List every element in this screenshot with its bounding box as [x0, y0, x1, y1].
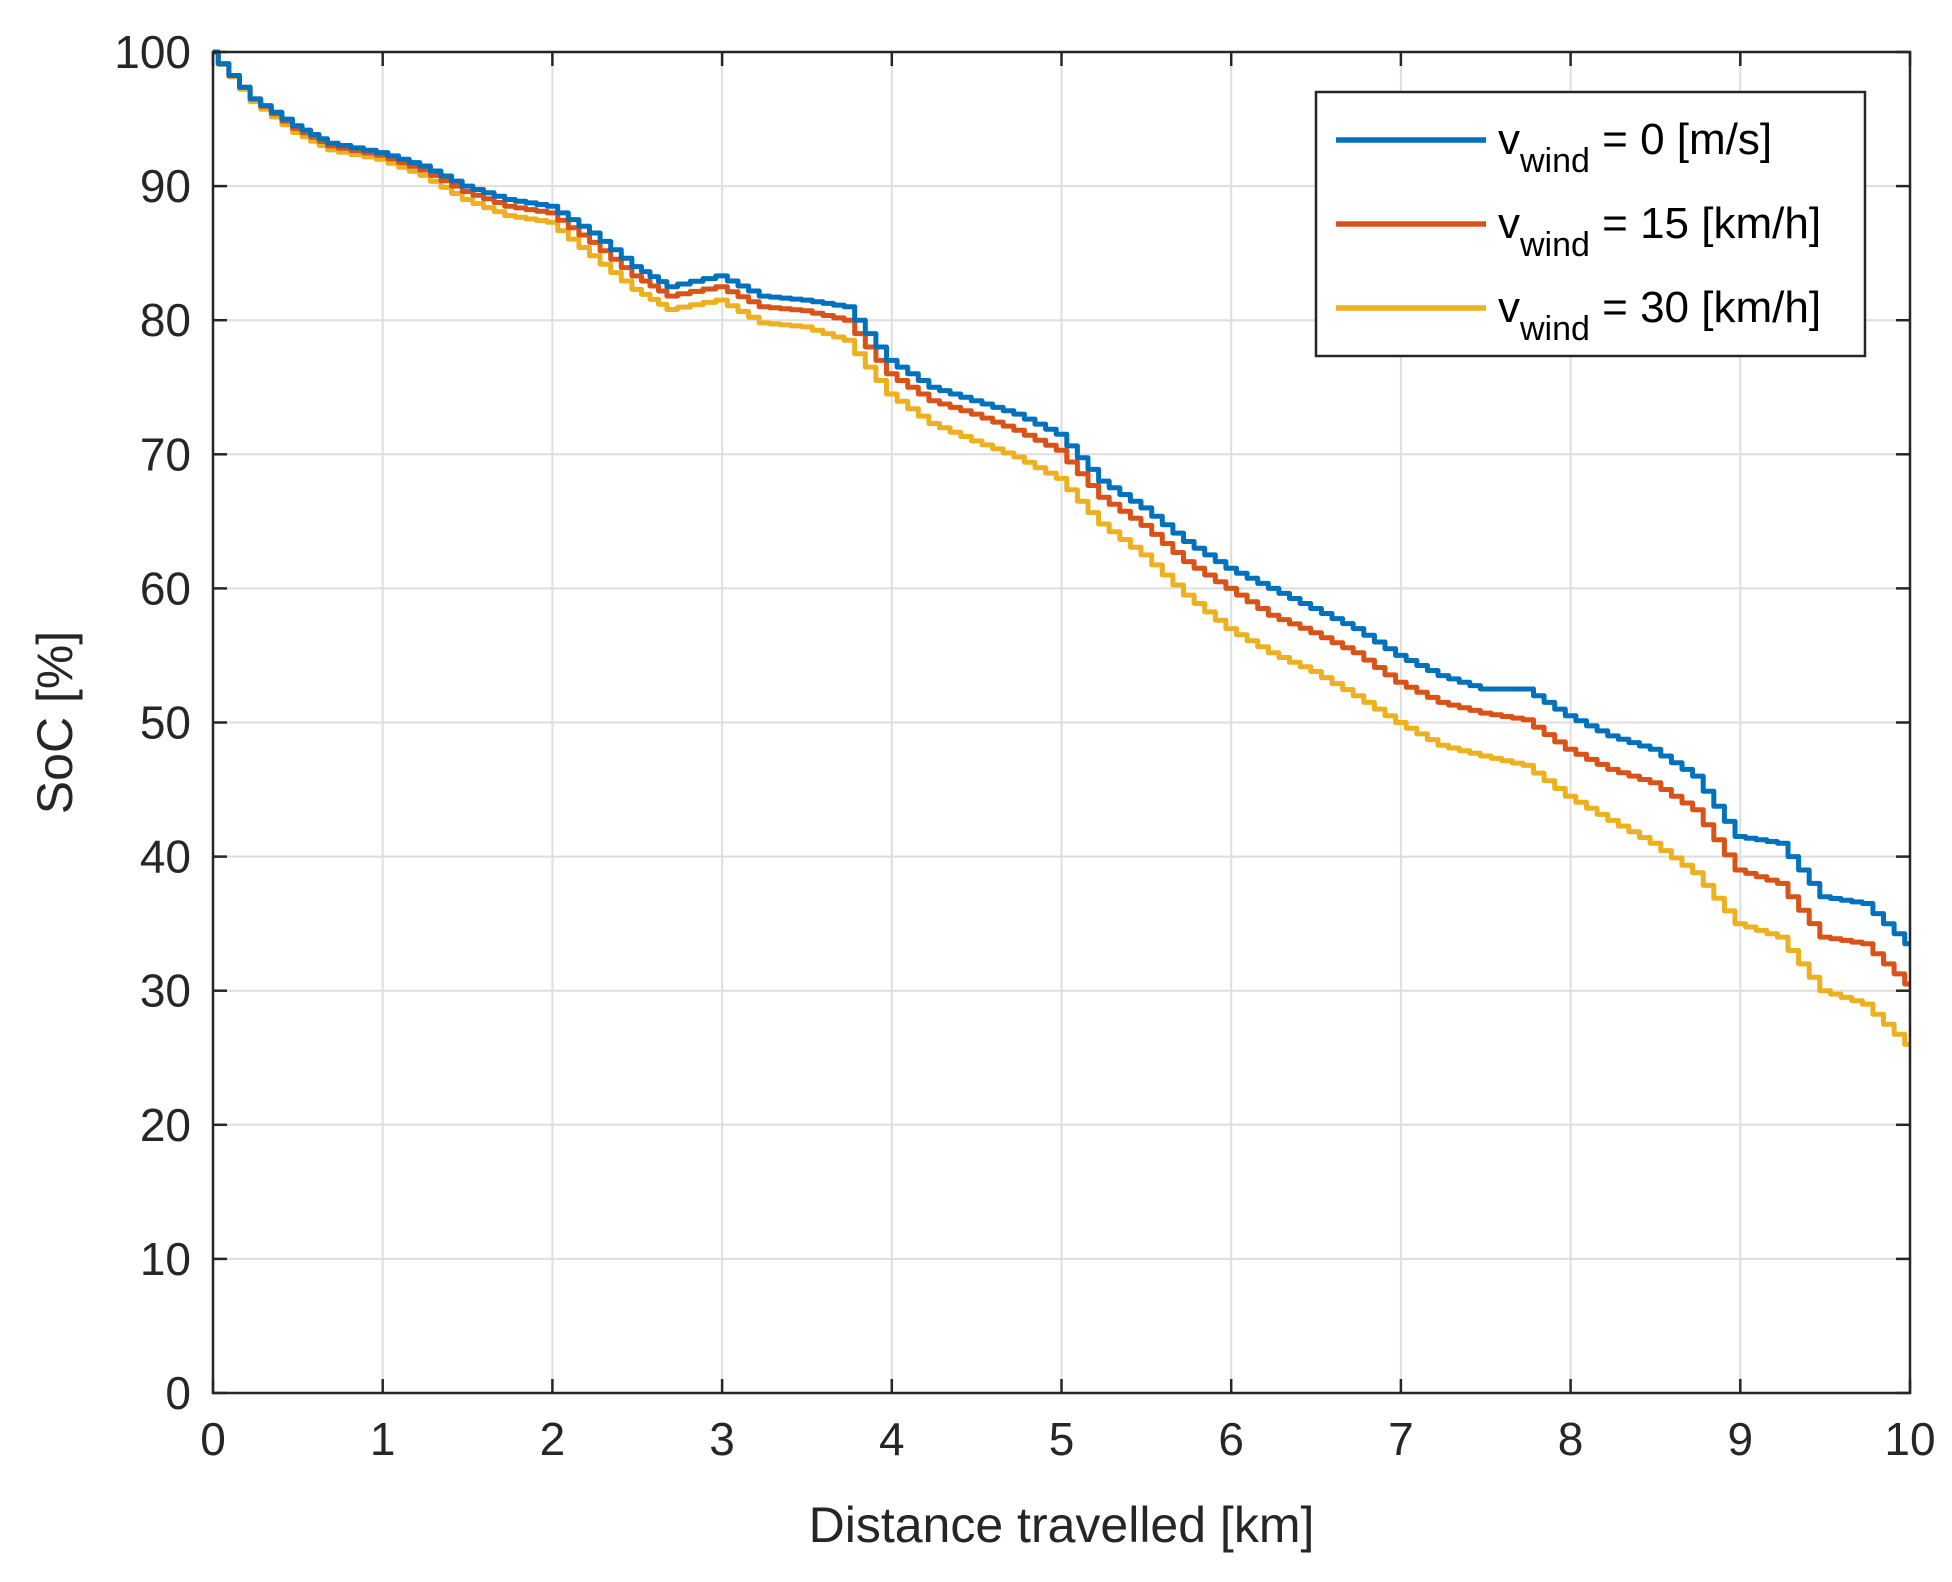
x-tick-label: 1 [370, 1413, 396, 1465]
y-tick-label: 70 [140, 428, 191, 480]
legend-entry-rest: = 30 [km/h] [1590, 283, 1821, 332]
x-tick-label: 6 [1218, 1413, 1244, 1465]
legend-entry-base: v [1498, 199, 1520, 248]
series-line-1 [213, 49, 1910, 987]
legend-entry-2: vwind = 30 [km/h] [1498, 283, 1821, 348]
legend-entry-subscript: wind [1519, 310, 1590, 348]
x-tick-label: 4 [879, 1413, 905, 1465]
x-axis-ticks: 0 1 2 3 4 5 6 7 8 9 10 [200, 52, 1936, 1465]
legend-entry-base: v [1498, 115, 1520, 164]
y-tick-label: 30 [140, 965, 191, 1017]
legend: vwind = 0 [m/s]vwind = 15 [km/h]vwind = … [1314, 90, 1867, 358]
y-tick-label: 80 [140, 294, 191, 346]
legend-entry-rest: = 15 [km/h] [1590, 199, 1821, 248]
x-tick-label: 3 [709, 1413, 735, 1465]
x-axis-label: Distance travelled [km] [809, 1497, 1315, 1553]
y-tick-label: 90 [140, 160, 191, 212]
y-tick-label: 50 [140, 697, 191, 749]
y-tick-label: 20 [140, 1099, 191, 1151]
y-tick-label: 40 [140, 831, 191, 883]
legend-entry-subscript: wind [1519, 226, 1590, 264]
legend-entry-1: vwind = 15 [km/h] [1498, 199, 1821, 264]
series-line-2 [213, 49, 1910, 1047]
x-tick-label: 5 [1049, 1413, 1075, 1465]
x-tick-label: 9 [1728, 1413, 1754, 1465]
y-tick-label: 10 [140, 1233, 191, 1285]
x-tick-label: 0 [200, 1413, 226, 1465]
y-tick-label: 0 [165, 1367, 191, 1419]
legend-entry-0: vwind = 0 [m/s] [1498, 115, 1772, 180]
x-tick-label: 8 [1558, 1413, 1584, 1465]
x-tick-label: 7 [1388, 1413, 1414, 1465]
x-tick-label: 2 [540, 1413, 566, 1465]
y-axis-label: SoC [%] [27, 631, 83, 814]
y-tick-label: 60 [140, 562, 191, 614]
x-tick-label: 10 [1884, 1413, 1935, 1465]
series-line-0 [213, 49, 1910, 947]
legend-entry-base: v [1498, 283, 1520, 332]
y-tick-label: 100 [114, 26, 191, 78]
legend-entry-subscript: wind [1519, 142, 1590, 180]
y-axis-ticks: 0 10 20 30 40 50 60 70 80 90 100 [114, 26, 1910, 1419]
legend-entry-rest: = 0 [m/s] [1590, 115, 1772, 164]
series-lines [213, 49, 1910, 1047]
